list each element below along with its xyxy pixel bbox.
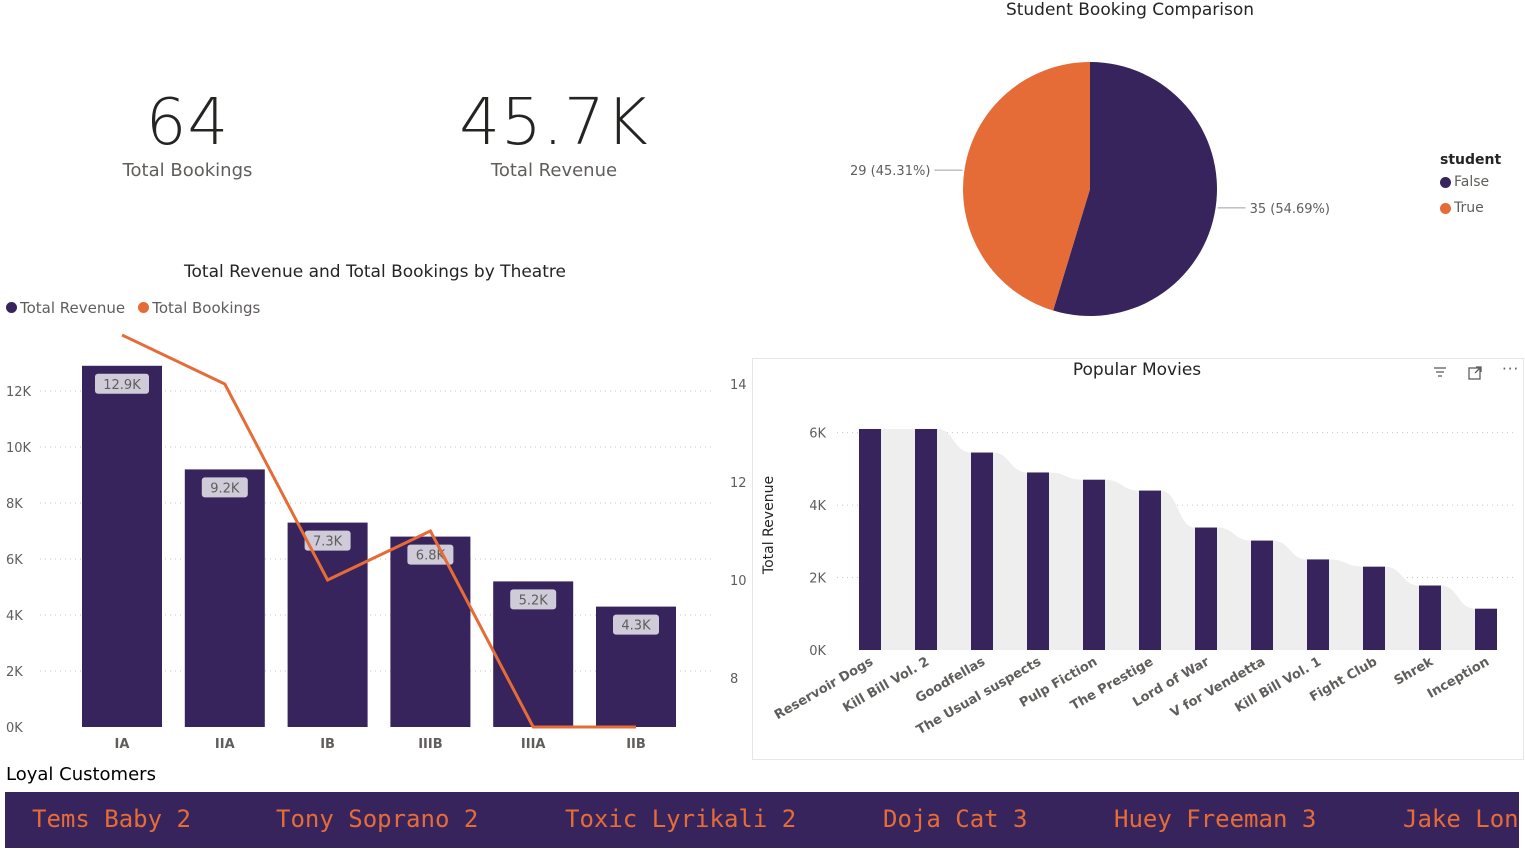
x-tick-label: IIIA bbox=[521, 737, 546, 752]
pie-legend-item-false[interactable]: False bbox=[1440, 174, 1493, 190]
legend-label-revenue: Total Revenue bbox=[20, 298, 126, 317]
y2-tick-label: 14 bbox=[730, 378, 747, 393]
data-label-bg bbox=[613, 614, 659, 635]
bookings-line bbox=[121, 333, 636, 729]
kpi-total-bookings-value: 64 bbox=[145, 86, 230, 160]
movie-bar bbox=[1083, 479, 1105, 650]
y-tick-label: 12K bbox=[6, 385, 32, 400]
revenue-bar bbox=[390, 536, 471, 727]
y2-tick-label: 10 bbox=[730, 574, 747, 589]
kpi-total-revenue-label: Total Revenue bbox=[490, 160, 618, 181]
loyal-customer-item: Doja Cat 3 bbox=[883, 805, 1028, 833]
y-tick-label: 0K bbox=[809, 644, 826, 659]
data-label-bg bbox=[510, 589, 557, 610]
pie-legend-item-true[interactable]: True bbox=[1440, 200, 1493, 216]
legend-label-bookings: Total Bookings bbox=[152, 298, 261, 317]
pie-legend: student False True bbox=[1440, 152, 1501, 216]
kpi-total-revenue: 45.7K Total Revenue bbox=[444, 86, 664, 181]
theatre-chart[interactable]: 0K 2K 4K 6K 8K 10K 12K 8 10 12 14 12.9K IA 9.2K IIA 7.3… bbox=[0, 325, 760, 755]
y2-tick-label: 8 bbox=[730, 672, 738, 687]
movie-bar bbox=[1027, 472, 1049, 650]
x-tick-label: Inception bbox=[1425, 654, 1492, 701]
theatre-chart-title: Total Revenue and Total Bookings by Thea… bbox=[184, 262, 566, 282]
movie-bar bbox=[1195, 527, 1217, 650]
loyal-customers-title: Loyal Customers bbox=[6, 764, 156, 785]
y-tick-label: 10K bbox=[6, 441, 32, 456]
pie-legend-label-false: False bbox=[1454, 174, 1490, 190]
revenue-bar bbox=[287, 522, 368, 727]
movie-bar bbox=[915, 428, 937, 650]
movie-bar bbox=[859, 428, 881, 650]
theatre-chart-legend: Total Revenue Total Bookings bbox=[6, 298, 268, 317]
revenue-bar bbox=[82, 365, 162, 727]
x-tick-label: IA bbox=[115, 737, 130, 752]
x-tick-label: IB bbox=[320, 737, 335, 752]
loyal-customers-ticker[interactable]: Tems Baby 2 Tony Soprano 2 Toxic Lyrikali … bbox=[5, 792, 1519, 848]
x-tick-label: IIIB bbox=[418, 737, 442, 752]
student-pie-chart[interactable]: 35 (54.69%) 29 (45.31%) bbox=[830, 40, 1390, 340]
filter-icon[interactable] bbox=[1432, 364, 1448, 384]
pie-chart-title: Student Booking Comparison bbox=[1005, 0, 1255, 20]
data-label-bg bbox=[95, 373, 149, 394]
pie-legend-title: student bbox=[1440, 152, 1502, 168]
movie-bar bbox=[1419, 585, 1441, 650]
x-tick-label: Shrek bbox=[1392, 654, 1437, 688]
y-tick-label: 2K bbox=[6, 665, 23, 680]
loyal-customer-item: Tems Baby 2 bbox=[32, 805, 191, 833]
y-tick-label: 4K bbox=[6, 609, 23, 624]
y-tick-label: 6K bbox=[6, 553, 23, 568]
kpi-total-bookings: 64 Total Bookings bbox=[90, 86, 285, 181]
revenue-data-label: 6.8K bbox=[416, 549, 446, 564]
pie-slice-true bbox=[963, 62, 1090, 311]
kpi-total-bookings-label: Total Bookings bbox=[122, 160, 253, 181]
data-label-bg bbox=[201, 477, 248, 498]
pie-legend-dot-true bbox=[1440, 202, 1451, 214]
legend-item-total-bookings[interactable]: Total Bookings bbox=[138, 299, 260, 317]
movies-chart-title: Popular Movies bbox=[1072, 360, 1202, 380]
revenue-data-label: 7.3K bbox=[313, 535, 343, 550]
more-options-icon[interactable]: ··· bbox=[1502, 360, 1520, 378]
revenue-data-label: 9.2K bbox=[210, 481, 240, 496]
movie-bar bbox=[1307, 559, 1329, 650]
data-label-bg bbox=[407, 544, 454, 565]
y-tick-label: 0K bbox=[6, 721, 23, 736]
revenue-data-label: 12.9K bbox=[103, 378, 141, 393]
x-tick-label: Reservoir Dogs bbox=[772, 654, 876, 723]
kpi-total-revenue-value: 45.7K bbox=[459, 86, 649, 160]
x-tick-label: IIB bbox=[626, 737, 646, 752]
ribbon-area bbox=[859, 428, 1497, 650]
revenue-data-label: 4.3K bbox=[621, 619, 651, 634]
y2-tick-label: 12 bbox=[730, 476, 747, 491]
loyal-customer-item: Huey Freeman 3 bbox=[1114, 805, 1317, 833]
legend-dot-bookings bbox=[138, 302, 150, 313]
pie-legend-dot-false bbox=[1440, 176, 1451, 188]
pie-slice-false bbox=[1053, 62, 1217, 316]
focus-mode-icon[interactable] bbox=[1467, 365, 1483, 385]
data-label-bg bbox=[304, 530, 351, 551]
y-tick-label: 4K bbox=[809, 499, 826, 514]
pie-data-label: 35 (54.69%) bbox=[1250, 202, 1330, 217]
y-tick-label: 6K bbox=[809, 427, 826, 442]
movie-bar bbox=[971, 452, 993, 650]
pie-data-label: 29 (45.31%) bbox=[850, 164, 930, 179]
movie-bar bbox=[1251, 540, 1273, 650]
y-axis-label: Total Revenue bbox=[761, 476, 777, 575]
x-tick-label: V for Vendetta bbox=[1168, 654, 1268, 720]
y-tick-label: 2K bbox=[809, 572, 826, 587]
revenue-bar bbox=[184, 469, 265, 727]
x-tick-label: IIA bbox=[215, 737, 235, 752]
loyal-customer-item: Jake Lon bbox=[1403, 805, 1519, 833]
loyal-customer-item: Tony Soprano 2 bbox=[276, 805, 479, 833]
movie-bar bbox=[1475, 608, 1497, 650]
revenue-data-label: 5.2K bbox=[519, 593, 549, 608]
pie-legend-label-true: True bbox=[1454, 200, 1484, 216]
legend-item-total-revenue[interactable]: Total Revenue bbox=[6, 299, 125, 317]
movie-bar bbox=[1139, 490, 1161, 650]
loyal-customer-item: Toxic Lyrikali 2 bbox=[565, 805, 797, 833]
legend-dot-revenue bbox=[6, 302, 17, 313]
movie-bar bbox=[1363, 566, 1385, 650]
y-tick-label: 8K bbox=[6, 497, 23, 512]
